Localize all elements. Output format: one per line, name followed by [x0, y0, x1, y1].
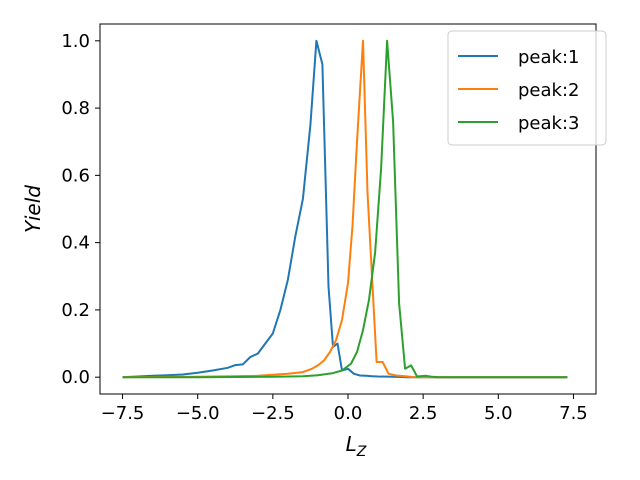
legend: peak:1 peak:2 peak:3	[447, 30, 607, 146]
x-axis-label-subscript: Z	[356, 444, 367, 460]
x-axis-label: LZ	[346, 432, 367, 460]
x-tick-label: −2.5	[251, 403, 295, 424]
series-line-peak-3	[122, 39, 568, 379]
series-line-peak-1	[122, 39, 568, 379]
x-axis-label-main: L	[346, 432, 357, 456]
legend-box	[447, 30, 607, 146]
x-tick-label: 5.0	[484, 403, 513, 424]
x-tick-label: 0.0	[334, 403, 363, 424]
x-tick-label: 7.5	[559, 403, 588, 424]
legend-label-peak-3: peak:3	[518, 113, 579, 134]
legend-label-peak-2: peak:2	[518, 80, 579, 101]
y-axis-label: Yield	[21, 185, 45, 233]
y-tick-label: 0.8	[61, 98, 90, 119]
y-tick-label: 0.0	[61, 367, 90, 388]
x-tick-label: −5.0	[176, 403, 220, 424]
y-tick-label: 1.0	[61, 31, 90, 52]
series-line-peak-2	[122, 39, 568, 379]
y-axis: 0.0 0.2 0.4 0.6 0.8 1.0	[61, 31, 100, 388]
series-layer	[122, 39, 568, 379]
y-tick-label: 0.4	[61, 233, 90, 254]
x-tick-label: −7.5	[101, 403, 145, 424]
y-tick-label: 0.6	[61, 165, 90, 186]
x-tick-label: 2.5	[409, 403, 438, 424]
legend-label-peak-1: peak:1	[518, 47, 579, 68]
x-axis: −7.5 −5.0 −2.5 0.0 2.5 5.0 7.5	[101, 394, 588, 424]
y-tick-label: 0.2	[61, 300, 90, 321]
